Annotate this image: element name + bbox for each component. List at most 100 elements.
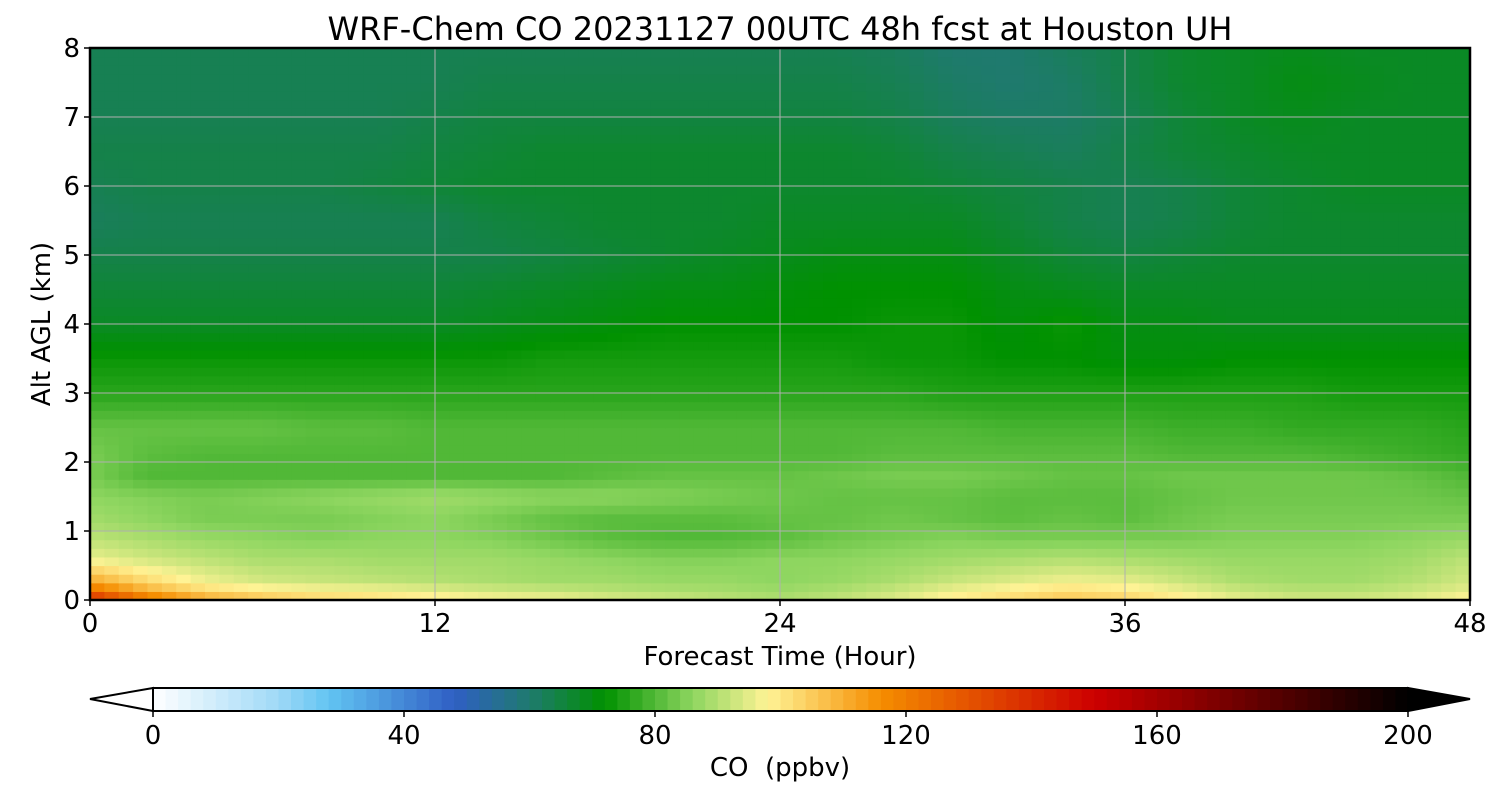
heatmap-cell xyxy=(823,298,839,308)
heatmap-cell xyxy=(823,358,839,368)
heatmap-cell xyxy=(650,358,666,368)
heatmap-cell xyxy=(1196,401,1212,411)
heatmap-cell xyxy=(1139,393,1155,403)
heatmap-cell xyxy=(1240,496,1255,506)
heatmap-cell xyxy=(1038,539,1054,549)
heatmap-cell xyxy=(320,220,335,230)
heatmap-cell xyxy=(133,487,149,498)
heatmap-cell xyxy=(435,375,450,385)
heatmap-cell xyxy=(1369,229,1385,239)
heatmap-cell xyxy=(895,246,910,256)
heatmap-cell xyxy=(751,487,767,498)
heatmap-cell xyxy=(506,367,522,377)
heatmap-cell xyxy=(1369,539,1385,549)
heatmap-cell xyxy=(391,272,407,282)
heatmap-cell xyxy=(1182,263,1198,273)
heatmap-cell xyxy=(938,306,954,316)
heatmap-cell xyxy=(219,513,235,523)
heatmap-cell xyxy=(478,444,494,454)
heatmap-cell xyxy=(233,220,249,230)
heatmap-cell xyxy=(1110,539,1126,549)
heatmap-cell xyxy=(1225,574,1241,584)
heatmap-cell xyxy=(1168,349,1184,360)
heatmap-cell xyxy=(90,505,105,515)
heatmap-cell xyxy=(952,487,968,498)
heatmap-cell xyxy=(1225,582,1241,592)
heatmap-cell xyxy=(305,410,321,420)
heatmap-cell xyxy=(1024,211,1040,222)
heatmap-cell xyxy=(1010,522,1025,532)
heatmap-cell xyxy=(104,341,120,351)
heatmap-cell xyxy=(1426,513,1442,523)
heatmap-cell xyxy=(866,332,882,342)
heatmap-cell xyxy=(334,306,350,316)
heatmap-cell xyxy=(90,531,105,541)
heatmap-cell xyxy=(1412,453,1428,463)
heatmap-cell xyxy=(1067,436,1083,446)
heatmap-cell xyxy=(751,341,767,351)
heatmap-cell xyxy=(492,384,508,394)
heatmap-cell xyxy=(1398,168,1414,178)
heatmap-cell xyxy=(909,367,925,377)
heatmap-cell xyxy=(1168,539,1184,549)
heatmap-cell xyxy=(708,341,724,351)
heatmap-cell xyxy=(952,418,968,429)
heatmap-cell xyxy=(578,505,594,515)
heatmap-cell xyxy=(147,151,163,161)
heatmap-cell xyxy=(966,289,982,299)
heatmap-cell xyxy=(478,220,494,230)
heatmap-cell xyxy=(1441,203,1457,213)
heatmap-cell xyxy=(1240,418,1255,429)
heatmap-cell xyxy=(607,341,623,351)
heatmap-cell xyxy=(305,539,321,549)
heatmap-cell xyxy=(981,186,997,196)
heatmap-cell xyxy=(751,427,767,437)
heatmap-cell xyxy=(435,203,450,213)
heatmap-cell xyxy=(866,289,882,299)
heatmap-cell xyxy=(751,324,767,334)
heatmap-cell xyxy=(535,168,551,178)
heatmap-cell xyxy=(449,324,465,334)
heatmap-cell xyxy=(406,496,422,506)
heatmap-cell xyxy=(435,151,450,161)
heatmap-cell xyxy=(1369,151,1385,161)
heatmap-cell xyxy=(1010,505,1025,515)
heatmap-cell xyxy=(377,565,393,575)
heatmap-cell xyxy=(995,315,1011,325)
heatmap-cell xyxy=(1125,194,1140,204)
heatmap-cell xyxy=(665,513,680,523)
heatmap-cell xyxy=(334,315,350,325)
heatmap-cell xyxy=(1326,582,1342,592)
heatmap-cell xyxy=(190,203,206,213)
heatmap-cell xyxy=(621,513,637,523)
heatmap-cell xyxy=(492,341,508,351)
heatmap-cell xyxy=(1139,531,1155,541)
heatmap-cell xyxy=(794,186,810,196)
heatmap-cell xyxy=(708,151,724,161)
heatmap-cell xyxy=(550,565,565,575)
heatmap-cell xyxy=(1441,298,1457,308)
heatmap-cell xyxy=(693,384,709,394)
heatmap-cell xyxy=(348,177,364,187)
heatmap-cell xyxy=(1096,418,1112,429)
heatmap-cell xyxy=(305,229,321,239)
heatmap-cell xyxy=(449,341,465,351)
heatmap-cell xyxy=(1139,186,1155,196)
heatmap-cell xyxy=(851,168,867,178)
heatmap-cell xyxy=(866,186,882,196)
heatmap-cell xyxy=(1153,418,1169,429)
heatmap-cell xyxy=(133,531,149,541)
heatmap-cell xyxy=(118,410,134,420)
heatmap-cell xyxy=(808,496,824,506)
heatmap-cell xyxy=(262,522,278,532)
heatmap-cell xyxy=(665,220,680,230)
heatmap-cell xyxy=(406,453,422,463)
heatmap-cell xyxy=(650,160,666,170)
heatmap-cell xyxy=(909,384,925,394)
heatmap-cell xyxy=(736,168,752,178)
heatmap-cell xyxy=(1311,513,1327,523)
heatmap-cell xyxy=(837,539,853,549)
heatmap-cell xyxy=(1096,358,1112,368)
heatmap-cell xyxy=(90,229,105,239)
heatmap-cell xyxy=(607,565,623,575)
